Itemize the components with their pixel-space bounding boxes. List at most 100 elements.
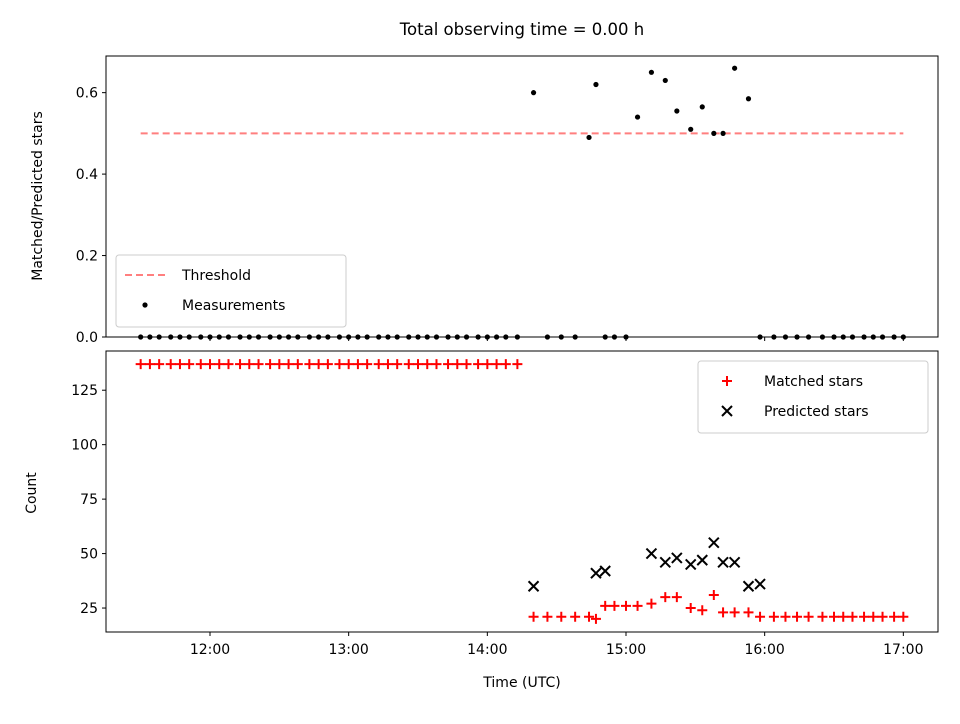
plot-frame-1: [105, 350, 939, 633]
matched-star-point: [473, 359, 484, 370]
matched-star-point: [671, 592, 682, 603]
measurement-point: [831, 334, 837, 340]
measurement-point: [572, 334, 578, 340]
x-tick-label: 14:00: [467, 642, 507, 658]
measurement-point: [688, 126, 694, 132]
matched-star-point: [253, 359, 264, 370]
measurement-point: [711, 130, 717, 136]
predicted-star-point: [671, 552, 683, 564]
matched-star-point: [528, 611, 539, 622]
matched-star-point: [184, 359, 195, 370]
predicted-star-point: [742, 580, 755, 592]
matched-star-point: [570, 611, 581, 622]
matched-star-point: [729, 607, 740, 618]
chart-title: Total observing time = 0.00 h: [399, 20, 645, 39]
measurement-point: [623, 334, 629, 340]
measurement-point: [720, 130, 726, 136]
x-axis-label: Time (UTC): [483, 675, 561, 691]
measurement-point: [840, 334, 846, 340]
measurement-point: [168, 334, 174, 340]
measurement-point: [805, 334, 812, 340]
matched-star-point: [803, 611, 814, 622]
matched-star-point: [144, 359, 155, 370]
measurement-point: [648, 69, 655, 75]
matched-star-point: [334, 359, 345, 370]
matched-star-point: [205, 359, 215, 370]
legend-box: [697, 360, 929, 434]
measurement-point: [316, 334, 322, 340]
measurement-point: [586, 134, 592, 141]
y-tick-label: 0.6: [76, 86, 98, 102]
predicted-star-point: [685, 558, 697, 571]
matched-star-point: [512, 359, 523, 370]
measurement-point: [255, 334, 262, 340]
measurement-point: [433, 334, 440, 340]
measurement-point: [364, 334, 370, 340]
measurement-point: [745, 96, 752, 102]
measurement-point: [544, 334, 551, 340]
matched-star-point: [154, 359, 165, 370]
matched-star-point: [461, 359, 472, 370]
matched-star-point: [422, 359, 433, 370]
measurement-point: [732, 65, 738, 71]
matched-star-point: [609, 600, 620, 611]
matched-star-point: [685, 603, 696, 614]
matched-star-point: [304, 359, 315, 370]
matched-star-point: [632, 600, 643, 611]
matched-star-point: [362, 359, 373, 370]
predicted-star-point: [645, 547, 658, 560]
matched-star-point: [898, 611, 909, 622]
measurement-point: [267, 334, 273, 340]
matched-star-point: [195, 359, 206, 370]
legend-label: Threshold: [181, 268, 251, 284]
predicted-star-point: [590, 567, 602, 579]
measurement-point: [385, 334, 391, 340]
measurement-point: [879, 334, 886, 340]
matched-star-point: [621, 600, 631, 611]
y-axis-label-ratio: Matched/Predicted stars: [30, 111, 46, 281]
measurement-point: [216, 334, 222, 340]
measurement-point: [454, 334, 460, 340]
matched-star-point: [755, 611, 766, 622]
measurement-point: [861, 334, 867, 340]
matched-star-point: [584, 611, 595, 622]
predicted-star-point: [717, 556, 729, 569]
measurement-point: [207, 334, 213, 340]
matched-star-point: [343, 359, 354, 370]
measurement-point: [530, 90, 537, 96]
matched-star-point: [817, 611, 828, 622]
measurement-point: [295, 334, 301, 340]
y-tick-label: 25: [80, 601, 98, 617]
measurement-point: [634, 114, 641, 120]
measurement-point: [900, 334, 906, 340]
predicted-star-point: [696, 554, 708, 566]
matched-star-point: [590, 613, 601, 624]
measurement-point: [558, 334, 564, 340]
matched-star-point: [135, 359, 146, 370]
measurement-point: [346, 334, 352, 340]
measurement-point: [757, 334, 763, 340]
matched-star-point: [382, 359, 393, 370]
matched-star-point: [452, 359, 463, 370]
measurement-point: [355, 334, 361, 340]
matched-star-point: [542, 611, 553, 622]
measurement-point: [186, 334, 192, 340]
measurement-point: [394, 334, 400, 340]
legend-label: Measurements: [182, 298, 285, 314]
matched-star-point: [877, 611, 888, 622]
matched-star-point: [500, 359, 511, 370]
matched-star-point: [265, 359, 276, 370]
matched-star-point: [165, 359, 176, 370]
matched-star-point: [859, 611, 870, 622]
matched-star-point: [403, 359, 414, 370]
measurement-point: [415, 334, 421, 340]
predicted-star-point: [754, 578, 766, 590]
x-tick-label: 16:00: [744, 642, 784, 658]
matched-star-point: [889, 611, 900, 622]
legend-predicted-swatch: [721, 405, 733, 417]
measurement-point: [870, 334, 876, 340]
measurement-point: [503, 334, 509, 340]
matched-star-point: [223, 359, 234, 370]
measurement-point: [782, 334, 789, 340]
